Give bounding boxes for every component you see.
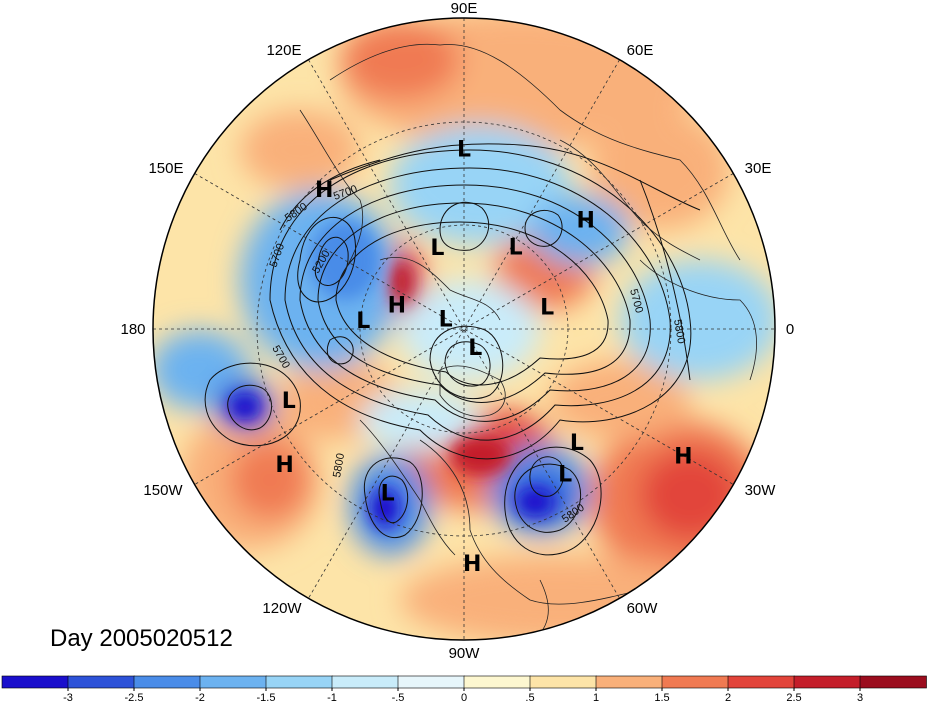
graticule	[153, 18, 775, 640]
colorbar-tick-label: 0	[461, 692, 467, 702]
colorbar-swatch	[727, 675, 795, 689]
colorbar-tick-label: -3	[63, 692, 73, 702]
lon-label-90w: 90W	[449, 645, 481, 662]
map-title: Day 2005020512	[50, 625, 233, 652]
high-pressure-marker: H	[674, 445, 692, 470]
high-pressure-marker: H	[315, 178, 333, 203]
lon-label-30w: 30W	[745, 482, 777, 499]
low-pressure-marker: L	[468, 336, 482, 361]
high-pressure-marker: H	[463, 552, 481, 577]
lon-label-0: 0	[786, 321, 794, 338]
low-pressure-marker: L	[570, 431, 584, 456]
lon-label-120w: 120W	[262, 600, 302, 617]
colorbar-swatch	[661, 675, 729, 689]
low-pressure-marker: L	[282, 389, 296, 414]
colorbar-swatch	[793, 675, 861, 689]
colorbar-tick-label: 2.5	[786, 692, 801, 702]
contour-label: 5800	[331, 452, 347, 478]
longitude-labels: 90E 60E 30E 0 30W 60W 90W 120W 150W 180 …	[120, 0, 794, 662]
contour-label: 5800	[671, 318, 687, 344]
colorbar: -3 -2.5 -2 -1.5 -1 -.5 0 .5 1 1.5 2 2.5 3	[1, 675, 927, 702]
colorbar-swatch	[67, 675, 135, 689]
lon-label-150w: 150W	[143, 482, 183, 499]
low-pressure-marker: L	[439, 307, 453, 332]
colorbar-tick-label: -1.5	[257, 692, 276, 702]
high-pressure-marker: H	[388, 294, 406, 319]
colorbar-tick-label: -2.5	[125, 692, 144, 702]
colorbar-tick-label: 3	[857, 692, 863, 702]
lon-label-120e: 120E	[266, 42, 301, 59]
low-pressure-marker: L	[509, 236, 523, 261]
low-pressure-marker: L	[381, 482, 395, 507]
colorbar-swatch	[265, 675, 333, 689]
colorbar-swatch	[529, 675, 597, 689]
lon-label-60w: 60W	[627, 600, 659, 617]
colorbar-swatch	[199, 675, 267, 689]
low-pressure-marker: L	[430, 236, 444, 261]
colorbar-tick-label: 1	[593, 692, 599, 702]
colorbar-swatch	[595, 675, 663, 689]
lon-label-90e: 90E	[451, 0, 478, 17]
colorbar-swatch	[133, 675, 201, 689]
lon-label-180: 180	[120, 321, 145, 338]
low-pressure-marker: L	[540, 296, 554, 321]
colorbar-swatch	[859, 675, 927, 689]
high-pressure-marker: H	[275, 453, 293, 478]
colorbar-tick-label: 1.5	[654, 692, 669, 702]
colorbar-swatch	[1, 675, 69, 689]
colorbar-tick-label: -2	[195, 692, 205, 702]
high-pressure-marker: H	[576, 208, 594, 233]
lon-label-60e: 60E	[627, 42, 654, 59]
colorbar-swatch	[397, 675, 465, 689]
lon-label-150e: 150E	[148, 160, 183, 177]
colorbar-tick-label: -.5	[392, 692, 405, 702]
lon-label-30e: 30E	[745, 160, 772, 177]
low-pressure-marker: L	[558, 462, 572, 487]
colorbar-tick-label: 2	[725, 692, 731, 702]
low-pressure-marker: L	[356, 309, 370, 334]
colorbar-tick-label: -1	[327, 692, 337, 702]
globe-outline	[152, 17, 776, 641]
height-contours	[204, 143, 701, 556]
coastlines	[299, 43, 757, 640]
colorbar-swatch	[463, 675, 531, 689]
colorbar-swatch	[331, 675, 399, 689]
colorbar-tick-label: .5	[525, 692, 534, 702]
low-pressure-marker: L	[457, 138, 471, 163]
